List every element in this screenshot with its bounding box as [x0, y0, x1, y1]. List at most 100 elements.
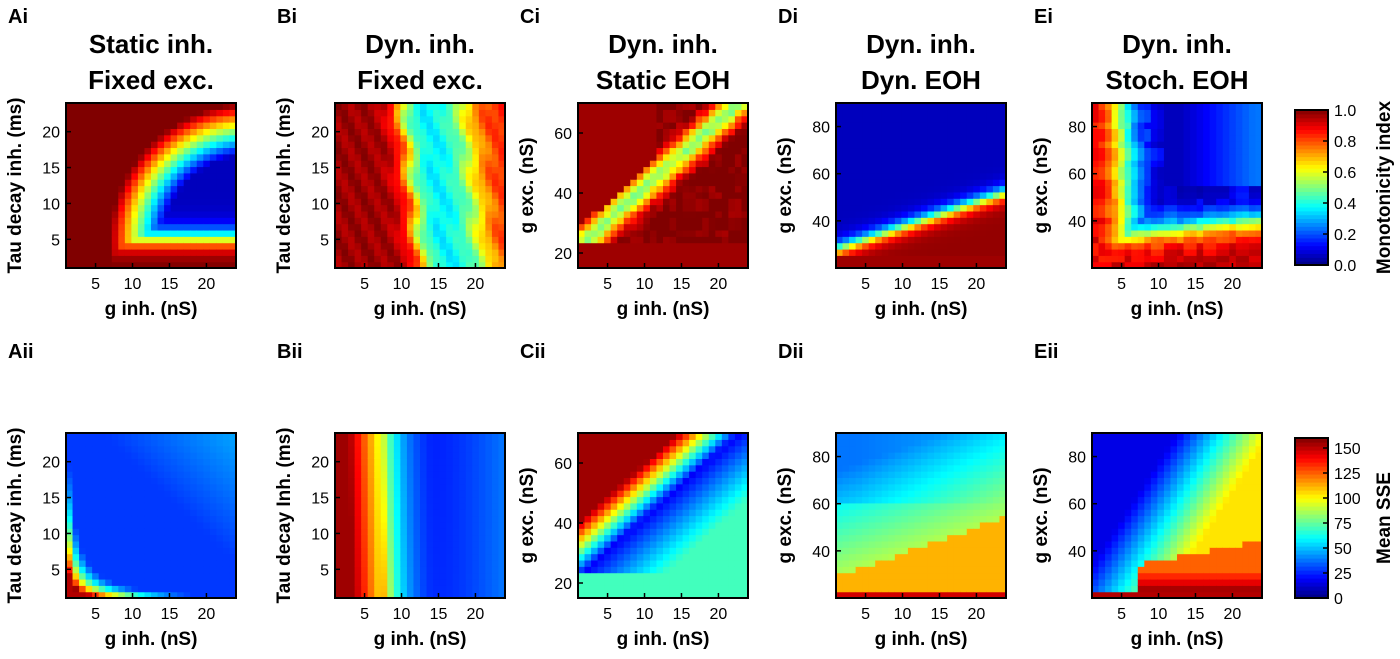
heatmap-cell [183, 242, 191, 250]
heatmap-cell [190, 185, 198, 193]
heatmap-cell [157, 172, 165, 180]
heatmap-cell [111, 223, 119, 231]
heatmap-Di [836, 103, 1007, 269]
heatmap-cell [617, 191, 625, 199]
heatmap-cell [66, 534, 74, 542]
heatmap-cell [151, 559, 159, 567]
heatmap-clip [64, 427, 242, 433]
heatmap-cell [881, 204, 889, 212]
heatmap-cell [72, 445, 80, 453]
heatmap-cell [472, 477, 480, 485]
heatmap-cell [190, 236, 198, 244]
heatmap-cell [702, 210, 710, 218]
heatmap-cell [630, 217, 638, 225]
heatmap-cell [446, 528, 454, 536]
heatmap-cell [1255, 160, 1263, 168]
heatmap-cell [689, 236, 697, 244]
heatmap-cell [361, 160, 369, 168]
heatmap-cell [636, 134, 644, 142]
heatmap-cell [92, 490, 100, 498]
heatmap-cell [465, 191, 473, 199]
heatmap-cell [1222, 210, 1230, 218]
heatmap-cell [222, 578, 231, 586]
heatmap-cell [1144, 147, 1152, 155]
heatmap-cell [459, 223, 467, 231]
heatmap-cell [413, 109, 421, 117]
heatmap-cell [420, 210, 428, 218]
heatmap-cell [124, 109, 132, 117]
heatmap-cell [591, 559, 599, 567]
heatmap-cell [72, 147, 80, 155]
heatmap-cell [986, 217, 994, 225]
heatmap-cell [406, 464, 415, 472]
heatmap-cell [1229, 179, 1237, 187]
heatmap-cell [478, 547, 486, 555]
heatmap-cell [465, 566, 473, 574]
heatmap-cell [420, 509, 428, 517]
heatmap-cell [940, 128, 948, 136]
heatmap-cell [676, 210, 684, 218]
heatmap-cell [1183, 153, 1191, 161]
heatmap-cell [992, 191, 1001, 199]
heatmap-cell [183, 122, 191, 129]
heatmap-cell [849, 128, 857, 136]
heatmap-cell [85, 445, 93, 453]
heatmap-cell [183, 229, 191, 237]
heatmap-cell [72, 458, 80, 466]
heatmap-cell [894, 141, 902, 149]
heatmap-cell [862, 236, 870, 244]
heatmap-cell [630, 172, 638, 180]
heatmap-cell [131, 521, 139, 529]
heatmap-cell [888, 198, 896, 206]
heatmap-cell [1170, 103, 1178, 110]
heatmap-cell [617, 179, 625, 187]
heatmap-cell [222, 490, 231, 498]
heatmap-cell [485, 509, 493, 517]
heatmap-cell [1105, 217, 1113, 225]
heatmap-cell [393, 464, 401, 472]
heatmap-cell [151, 439, 159, 447]
heatmap-cell [478, 134, 486, 142]
heatmap-cell [98, 128, 106, 136]
heatmap-cell [695, 109, 703, 117]
heatmap-cell [478, 534, 486, 542]
heatmap-cell [715, 115, 723, 123]
heatmap-cell [413, 553, 421, 561]
heatmap-cell [111, 204, 119, 212]
heatmap-cell [92, 248, 100, 256]
heatmap-cell [1092, 185, 1100, 193]
heatmap-cell [367, 103, 375, 110]
heatmap-cell [85, 496, 93, 504]
heatmap-cell [728, 103, 736, 110]
heatmap-cell [118, 109, 126, 117]
heatmap-cell [485, 591, 493, 599]
heatmap-cell [1150, 109, 1158, 117]
heatmap-cell [229, 540, 237, 548]
heatmap-cell [881, 242, 889, 250]
heatmap-cell [465, 198, 473, 206]
heatmap-cell [728, 160, 736, 168]
heatmap-cell [597, 261, 605, 269]
heatmap-cell [584, 591, 592, 599]
heatmap-cell [190, 534, 198, 542]
heatmap-cell [1196, 166, 1204, 174]
heatmap-cell [124, 496, 132, 504]
heatmap-cell [1203, 141, 1211, 149]
heatmap-cell [741, 179, 749, 187]
heatmap-cell [472, 464, 480, 472]
heatmap-cell [992, 103, 1001, 110]
heatmap-cell [868, 255, 876, 263]
heatmap-cell [604, 166, 612, 174]
heatmap-cell [630, 134, 638, 142]
heatmap-cell [335, 166, 343, 174]
heatmap-cell [741, 204, 749, 212]
heatmap-cell [1229, 160, 1237, 168]
heatmap-cell [849, 122, 857, 129]
heatmap-cell [131, 515, 139, 523]
heatmap-cell [1216, 153, 1224, 161]
heatmap-cell [604, 134, 612, 142]
heatmap-cell [203, 496, 211, 504]
heatmap-cell [105, 502, 113, 510]
heatmap-cell [335, 591, 343, 599]
heatmap-cell [465, 572, 473, 580]
